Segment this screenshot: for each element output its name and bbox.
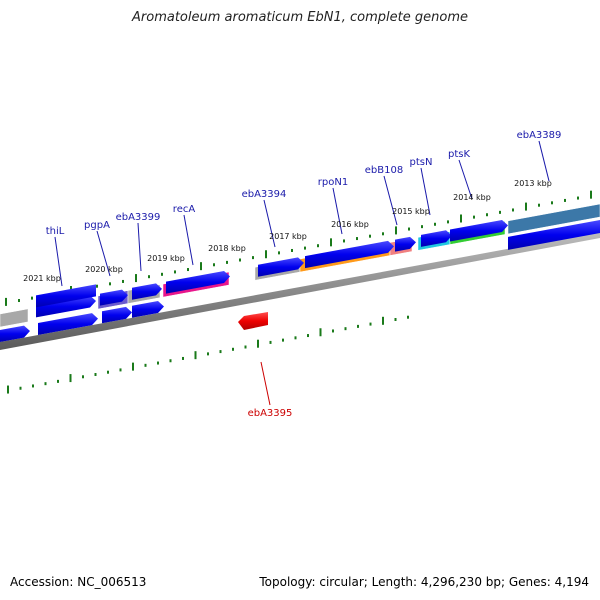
forward-cds-arrow <box>395 236 416 252</box>
feature-steel <box>507 203 600 235</box>
gene-leader-line <box>54 236 63 287</box>
kbp-label: 2014 kbp <box>453 193 491 202</box>
kbp-label: 2020 kbp <box>85 265 123 274</box>
gene-leader-line <box>137 222 142 272</box>
kbp-label: 2016 kbp <box>331 220 369 229</box>
map-title: Aromatoleum aromaticum EbN1, complete ge… <box>132 10 468 25</box>
reverse-cds-arrow <box>238 312 268 330</box>
gene-label: ptsN <box>410 157 433 168</box>
forward-cds-arrow <box>100 289 128 306</box>
forward-cds-arrow <box>38 313 98 336</box>
inner-tick-track <box>7 315 409 394</box>
forward-cds-arrow <box>450 219 508 242</box>
gene-label: rpoN1 <box>318 177 348 188</box>
gene-label: ebA3395 <box>248 408 293 419</box>
gene-leader-line <box>263 199 276 248</box>
forward-cds-block <box>36 284 96 308</box>
forward-cds-arrow <box>421 230 452 247</box>
forward-cds-arrow <box>305 240 394 269</box>
kbp-label: 2018 kbp <box>208 244 246 253</box>
forward-cds-arrow <box>166 270 230 294</box>
gene-leader-line <box>420 167 431 216</box>
outer-tick-track <box>5 190 592 306</box>
gene-label: ebA3389 <box>517 130 562 141</box>
gene-leader-line <box>96 230 111 277</box>
genome-summary-text: Topology: circular; Length: 4,296,230 bp… <box>259 575 589 589</box>
forward-cds-arrow <box>258 257 304 277</box>
gene-leader-line <box>260 361 271 406</box>
forward-cds-arrow <box>36 295 96 318</box>
accession-text: Accession: NC_006513 <box>10 575 147 589</box>
gene-label: ebB108 <box>365 165 403 176</box>
forward-cds-arrow <box>132 301 164 318</box>
kbp-label: 2017 kbp <box>269 232 307 241</box>
gene-leader-line <box>458 159 473 200</box>
genome-backbone <box>0 232 600 350</box>
gene-label: ebA3399 <box>116 212 161 223</box>
forward-cds-block <box>508 220 600 250</box>
gene-leader-line <box>383 175 398 226</box>
gene-label: pgpA <box>84 220 110 231</box>
forward-cds-arrow <box>132 283 162 300</box>
feature-grey <box>0 308 29 328</box>
kbp-label: 2021 kbp <box>23 274 61 283</box>
gene-label: ptsK <box>448 149 470 160</box>
label-leaders <box>54 140 550 406</box>
reverse-cds-track <box>238 312 268 330</box>
gene-leader-line <box>332 187 343 235</box>
gene-label: ebA3394 <box>242 189 287 200</box>
gene-label: thiL <box>46 226 65 237</box>
kbp-labels: 2021 kbp 2020 kbp 2019 kbp 2018 kbp 2017 kbp… <box>23 179 552 283</box>
gene-label: recA <box>173 204 196 215</box>
kbp-label: 2013 kbp <box>514 179 552 188</box>
gene-leader-line <box>183 214 194 266</box>
gene-leader-line <box>538 140 550 182</box>
kbp-label: 2015 kbp <box>392 207 430 216</box>
kbp-label: 2019 kbp <box>147 254 185 263</box>
forward-cds-arrow <box>0 325 30 342</box>
forward-cds-track <box>0 219 600 342</box>
forward-cds-arrow <box>102 306 132 324</box>
gene-labels: thiL pgpA ebA3399 recA ebA3394 rpoN1 ebB108 pts… <box>46 130 562 419</box>
